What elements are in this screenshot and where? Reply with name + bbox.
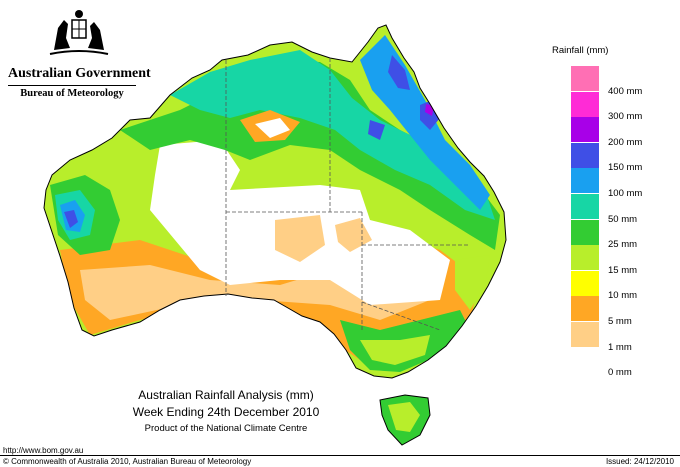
legend-swatch xyxy=(571,194,599,219)
legend-swatch xyxy=(571,142,599,168)
legend-swatch xyxy=(571,168,599,194)
legend-label: 15 mm xyxy=(608,264,638,276)
legend-swatch xyxy=(571,296,599,322)
copyright-text: © Commonwealth of Australia 2010, Austra… xyxy=(3,457,252,466)
website-link[interactable]: http://www.bom.gov.au xyxy=(3,446,84,455)
australian-coat-of-arms-icon xyxy=(49,10,109,55)
legend-label: 5 mm xyxy=(608,316,632,327)
government-title: Australian Government xyxy=(8,66,151,81)
legend-swatch xyxy=(571,322,599,347)
legend-swatch xyxy=(571,245,599,271)
issued-date: Issued: 24/12/2010 xyxy=(605,457,674,466)
bureau-title: Bureau of Meteorology xyxy=(20,88,124,99)
legend-label: 400 mm xyxy=(608,85,643,97)
legend-label: 25 mm xyxy=(608,239,638,251)
legend-label: 200 mm xyxy=(608,136,643,148)
map-period: Week Ending 24th December 2010 xyxy=(132,405,320,419)
legend-swatch xyxy=(571,117,599,143)
legend-label: 50 mm xyxy=(608,213,638,225)
legend-swatch xyxy=(571,219,599,245)
legend-label: 300 mm xyxy=(608,111,643,123)
state-borders xyxy=(225,58,470,331)
legend-swatch xyxy=(571,270,599,296)
map-producer: Product of the National Climate Centre xyxy=(144,423,308,434)
legend-label: 0 mm xyxy=(608,367,632,379)
legend-swatch xyxy=(571,347,599,373)
footer-divider xyxy=(0,455,680,456)
legend-swatch xyxy=(571,91,599,117)
legend-swatch xyxy=(571,66,599,91)
legend-label: 10 mm xyxy=(608,290,638,302)
legend-label: 150 mm xyxy=(608,162,643,174)
map-title: Australian Rainfall Analysis (mm) xyxy=(138,388,314,402)
logo-divider xyxy=(8,85,136,86)
legend-label: 1 mm xyxy=(608,341,632,353)
legend-label: 100 mm xyxy=(608,188,643,199)
legend-title: Rainfall (mm) xyxy=(552,45,609,56)
